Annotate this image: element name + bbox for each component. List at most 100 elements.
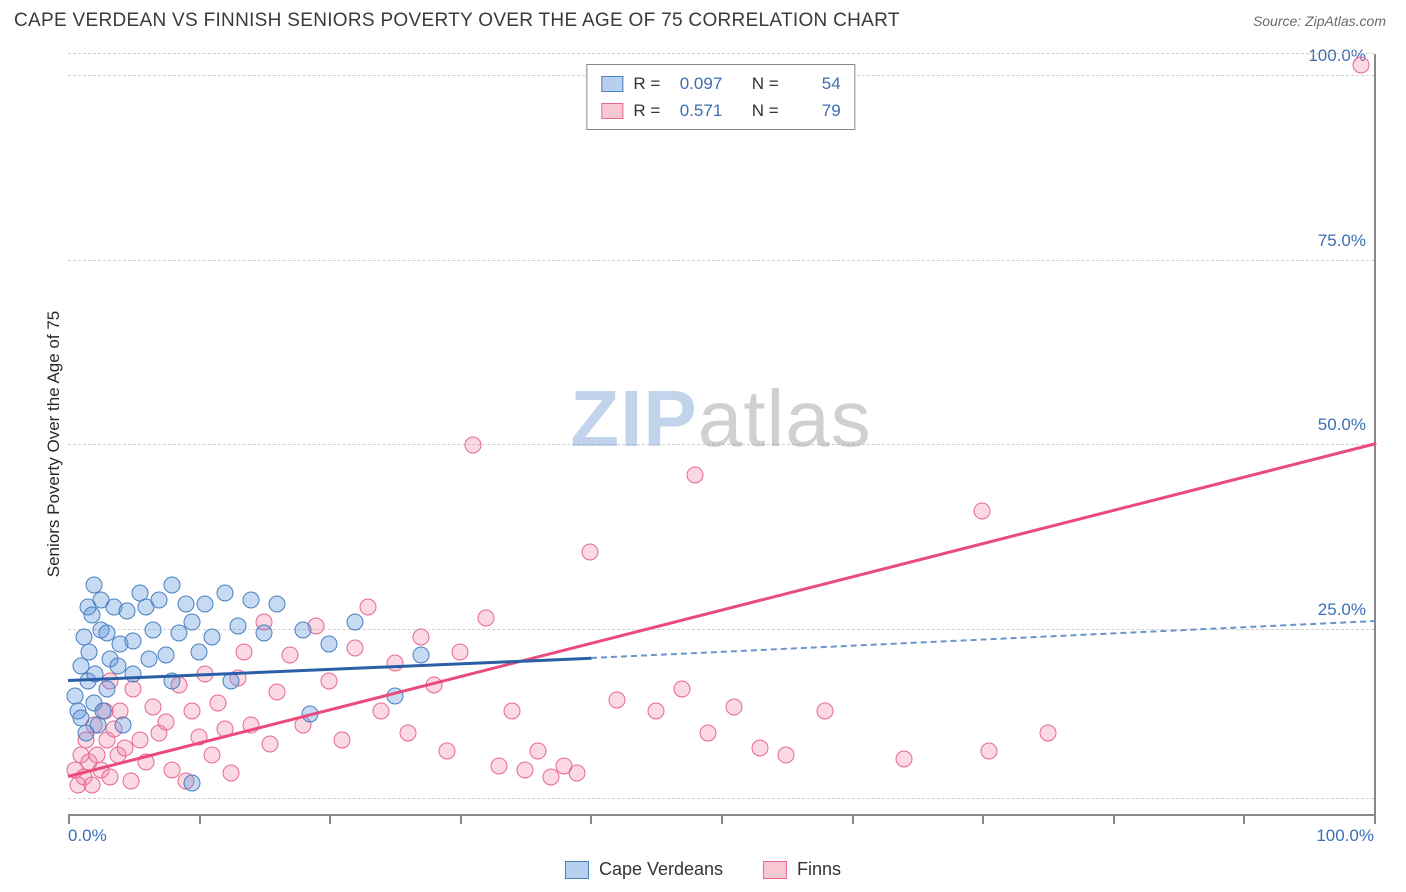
scatter-point [268,684,285,701]
swatch-pink-icon [763,861,787,879]
legend-label: Cape Verdeans [599,859,723,880]
scatter-point [451,643,468,660]
scatter-point [295,621,312,638]
y-tick-label: 25.0% [1312,600,1366,620]
scatter-point [895,750,912,767]
legend-row-cape-verdeans: R = 0.097 N = 54 [601,70,840,97]
scatter-point [347,614,364,631]
scatter-point [190,643,207,660]
watermark-atlas: atlas [698,374,872,463]
scatter-point [255,625,272,642]
correlation-legend: R = 0.097 N = 54 R = 0.571 N = 79 [586,64,855,130]
x-tick [68,814,70,824]
scatter-point [125,665,142,682]
scatter-point [464,437,481,454]
x-tick [721,814,723,824]
scatter-point [477,610,494,627]
x-tick [1374,814,1376,824]
scatter-point [118,603,135,620]
x-tick-max: 100.0% [1316,826,1374,846]
scatter-point [778,746,795,763]
scatter-point [726,699,743,716]
scatter-point [83,776,100,793]
y-axis-label: Seniors Poverty Over the Age of 75 [44,311,64,577]
r-value: 0.097 [670,70,722,97]
scatter-point [504,702,521,719]
chart-title: CAPE VERDEAN VS FINNISH SENIORS POVERTY … [14,10,900,32]
y-tick-label: 75.0% [1312,231,1366,251]
scatter-point [608,691,625,708]
r-label: R = [633,97,660,124]
legend-row-finns: R = 0.571 N = 79 [601,97,840,124]
n-value: 79 [789,97,841,124]
scatter-point [203,746,220,763]
y-tick-label: 50.0% [1312,415,1366,435]
scatter-point [1039,724,1056,741]
n-label: N = [752,97,779,124]
source-attribution: Source: ZipAtlas.com [1253,13,1386,29]
scatter-point [386,654,403,671]
scatter-point [151,592,168,609]
scatter-point [262,735,279,752]
scatter-point [114,717,131,734]
scatter-point [517,761,534,778]
scatter-point [334,732,351,749]
scatter-point [569,765,586,782]
scatter-point [974,503,991,520]
scatter-point [242,592,259,609]
n-label: N = [752,70,779,97]
scatter-point [268,595,285,612]
scatter-point [490,758,507,775]
scatter-point [184,614,201,631]
scatter-point [347,639,364,656]
scatter-point [236,643,253,660]
scatter-point [177,595,194,612]
scatter-point [95,702,112,719]
watermark: ZIPatlas [570,373,871,465]
scatter-point [109,658,126,675]
scatter-point [144,621,161,638]
scatter-point [1352,57,1369,74]
scatter-point [699,724,716,741]
scatter-point [101,769,118,786]
gridline [68,260,1374,261]
legend-label: Finns [797,859,841,880]
scatter-point [980,743,997,760]
scatter-point [184,775,201,792]
x-tick-min: 0.0% [68,826,107,846]
scatter-point [125,632,142,649]
scatter-point [412,628,429,645]
scatter-point [399,724,416,741]
scatter-point [752,739,769,756]
scatter-point [203,628,220,645]
scatter-point [197,595,214,612]
scatter-point [131,732,148,749]
n-value: 54 [789,70,841,97]
swatch-blue-icon [565,861,589,879]
scatter-point [373,702,390,719]
trend-line [591,620,1376,659]
x-tick [460,814,462,824]
x-tick [852,814,854,824]
legend-item-cape-verdeans: Cape Verdeans [565,859,723,880]
scatter-point [530,743,547,760]
scatter-point [90,717,107,734]
scatter-point [216,584,233,601]
scatter-point [125,680,142,697]
x-tick [1113,814,1115,824]
scatter-point [223,765,240,782]
scatter-point [164,577,181,594]
r-value: 0.571 [670,97,722,124]
scatter-point [157,647,174,664]
swatch-blue-icon [601,76,623,92]
scatter-point [412,647,429,664]
plot-area: ZIPatlas R = 0.097 N = 54 R = 0.571 N = … [68,54,1376,816]
x-tick [329,814,331,824]
scatter-point [184,702,201,719]
scatter-point [122,772,139,789]
x-tick [590,814,592,824]
x-tick [1243,814,1245,824]
scatter-point [360,599,377,616]
scatter-point [582,544,599,561]
gridline [68,53,1374,54]
